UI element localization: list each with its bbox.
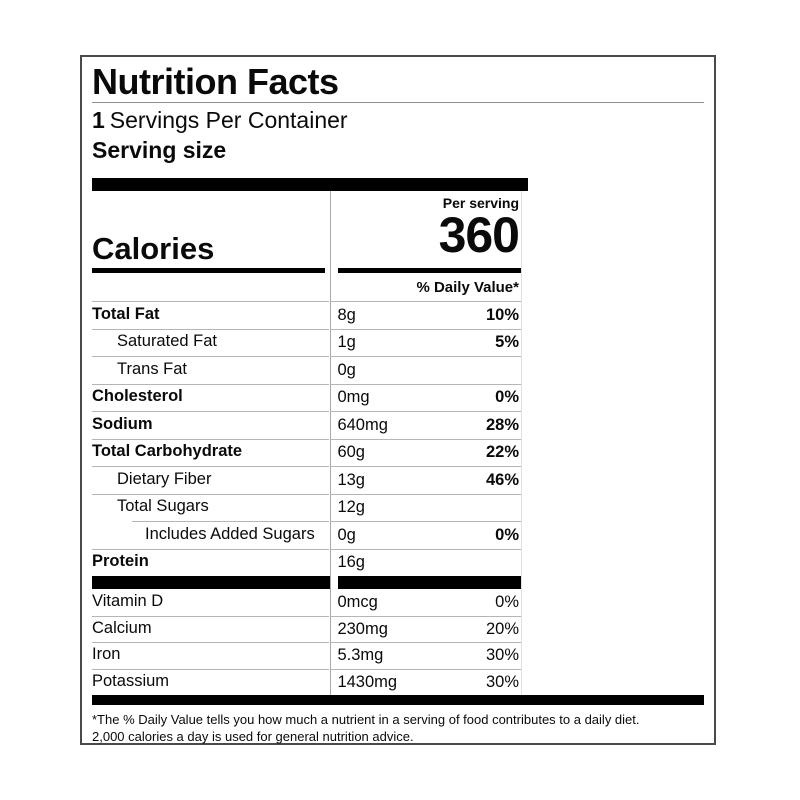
nutrient-amount: 0g [337,525,356,544]
underline-bar-left [92,268,325,273]
nutrient-row-saturated-fat: Saturated Fat 1g 5% [92,328,521,357]
nutrient-row-added-sugars: Includes Added Sugars 0g 0% [92,521,521,549]
nutrient-row-total-carbohydrate: Total Carbohydrate 60g 22% [92,438,521,467]
calories-value-cell: Per serving 360 [329,191,521,268]
mineral-amount: 0mcg [337,593,378,611]
nutrient-name: Includes Added Sugars [145,524,315,543]
column-divider-line [330,191,331,695]
nutrient-name: Total Carbohydrate [92,442,243,461]
nutrient-row-trans-fat: Trans Fat 0g [92,356,521,384]
calories-underline-bars [92,268,521,273]
nutrient-amount: 1g [337,333,356,351]
mineral-amount: 1430mg [337,672,398,691]
section-bar-middle [92,576,521,589]
nutrient-row-total-sugars: Total Sugars 12g [92,493,521,522]
nutrient-daily-value: 0% [495,525,519,544]
nutrient-amount: 8g [337,305,356,324]
nutrition-facts-label: Nutrition Facts 1 Servings Per Container… [80,55,716,745]
mineral-daily-value: 0% [495,593,519,611]
per-serving-label: Per serving [442,195,519,211]
mineral-name: Potassium [92,671,170,690]
calories-value: 360 [438,207,520,263]
servings-per-container: 1 Servings Per Container [92,106,704,134]
calories-section: Calories Per serving 360 [92,191,521,268]
servings-text: Servings Per Container [109,107,348,133]
servings-count: 1 [92,107,105,133]
nutrient-row-sodium: Sodium 640mg 28% [92,411,521,439]
mineral-daily-value: 20% [485,619,519,638]
nutrient-row-cholesterol: Cholesterol 0mg 0% [92,383,521,412]
nutrient-name: Protein [92,552,149,571]
underline-bar-right [338,268,521,273]
mineral-amount: 230mg [337,619,388,638]
mineral-name: Vitamin D [92,592,164,611]
nutrient-amount: 640mg [337,415,388,434]
nutrient-name: Dietary Fiber [117,469,212,488]
calories-label-cell: Calories [92,191,329,268]
nutrient-name: Total Fat [92,304,160,323]
nutrient-amount: 0g [337,360,356,379]
nutrient-amount: 13g [337,470,365,489]
middle-bar-right [338,576,521,589]
section-bar-bottom [92,695,704,705]
nutrient-amount: 0mg [337,388,370,406]
section-bar-top [92,178,528,191]
serving-size-label: Serving size [92,137,227,163]
nutrient-name: Total Sugars [117,497,209,516]
nutrient-daily-value: 28% [485,415,519,434]
middle-bar-left [92,576,330,589]
footnote: *The % Daily Value tells you how much a … [92,711,704,745]
mineral-daily-value: 30% [485,646,519,664]
mineral-name: Iron [92,645,121,664]
nutrient-daily-value: 0% [495,388,519,406]
nutrient-name: Saturated Fat [117,332,217,351]
daily-value-header-row: % Daily Value* [92,273,521,301]
mineral-daily-value: 30% [485,672,519,691]
nutrient-row-protein: Protein 16g [92,548,521,577]
nutrient-name: Cholesterol [92,387,183,406]
nutrient-name: Trans Fat [117,359,187,378]
nutrient-daily-value: 22% [485,443,519,461]
nutrient-daily-value: 10% [485,305,519,324]
nutrient-amount: 16g [337,553,365,571]
mineral-row-vitamin-d: Vitamin D 0mcg 0% [92,589,521,616]
nutrition-table: Calories Per serving 360 % Daily Value* … [92,178,528,696]
nutrition-facts-title: Nutrition Facts [92,61,704,103]
mineral-amount: 5.3mg [337,646,384,664]
mineral-row-potassium: Potassium 1430mg 30% [92,668,521,696]
calories-label: Calories [92,231,215,266]
mineral-row-calcium: Calcium 230mg 20% [92,615,521,643]
nutrient-amount: 12g [337,498,365,516]
footnote-line-1: *The % Daily Value tells you how much a … [92,712,640,727]
nutrient-name: Sodium [92,414,153,433]
nutrient-daily-value: 46% [485,470,519,489]
nutrient-row-total-fat: Total Fat 8g 10% [92,301,521,329]
mineral-name: Calcium [92,618,152,637]
nutrient-daily-value: 5% [495,333,519,351]
mineral-row-iron: Iron 5.3mg 30% [92,642,521,669]
footnote-line-2: 2,000 calories a day is used for general… [92,729,414,744]
nutrient-row-dietary-fiber: Dietary Fiber 13g 46% [92,466,521,494]
daily-value-header: % Daily Value* [416,278,519,296]
nutrient-amount: 60g [337,443,365,461]
